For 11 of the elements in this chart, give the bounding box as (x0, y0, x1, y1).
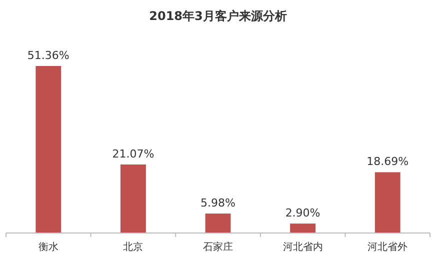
data-label: 2.90% (285, 206, 320, 220)
data-label: 18.69% (366, 155, 409, 168)
x-tick-label: 石家庄 (203, 241, 233, 253)
x-tick-label: 衡水 (38, 241, 58, 253)
x-tick-label: 河北省内 (282, 241, 323, 253)
data-label: 51.36% (27, 49, 70, 62)
x-tick-label: 河北省外 (368, 241, 408, 253)
data-label: 5.98% (200, 196, 236, 210)
x-tick-label: 北京 (123, 241, 144, 253)
data-label: 21.07% (112, 147, 154, 160)
chart-title: 2018年3月客户来源分析 (149, 9, 287, 23)
